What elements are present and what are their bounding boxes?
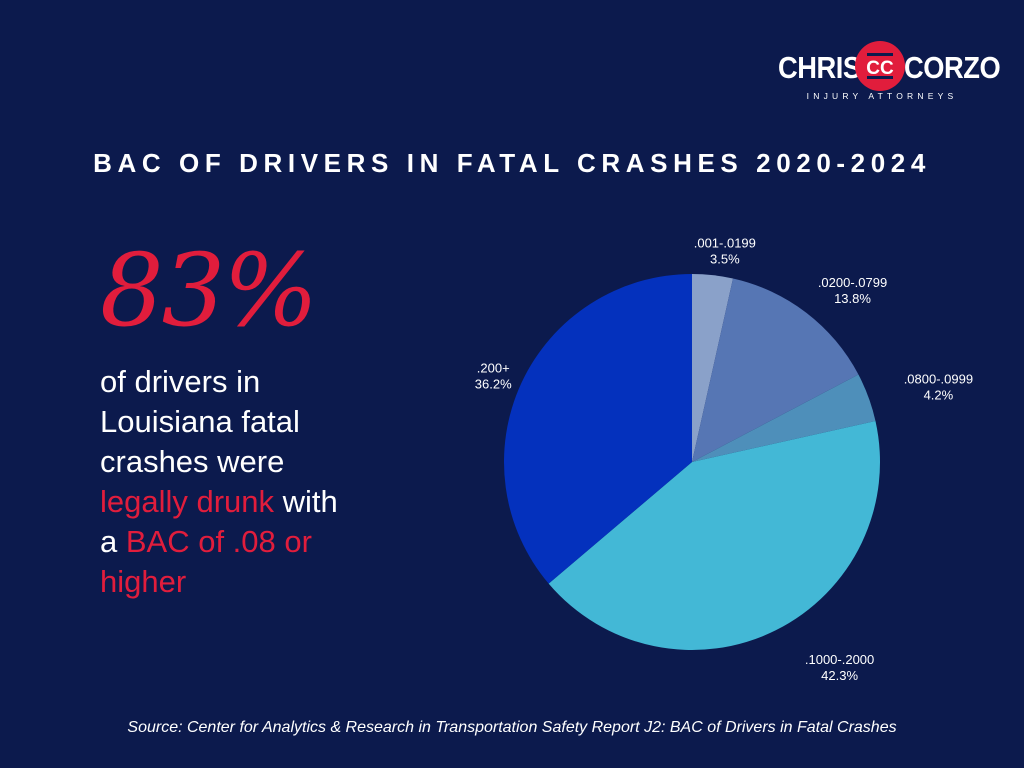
logo-tagline: INJURY ATTORNEYS: [806, 91, 958, 101]
headline-statement: of drivers in Louisiana fatal crashes we…: [100, 362, 360, 602]
logo-monogram-seal: CC: [855, 41, 905, 91]
chart-title: BAC OF DRIVERS IN FATAL CRASHES 2020-202…: [93, 148, 931, 178]
pie-slice-5: [504, 274, 692, 584]
pie-slice-1: [692, 274, 734, 462]
pie-slice-4: [548, 420, 880, 650]
headline-mid: with a: [100, 484, 338, 559]
logo-word-left: CHRIS: [778, 50, 861, 85]
pie-slice-2: [692, 278, 859, 462]
pie-slice-3: [692, 374, 876, 462]
headline-lead: of drivers in Louisiana fatal crashes we…: [100, 364, 300, 479]
slice-value-label: 13.8%: [834, 291, 871, 306]
logo-word-right: CORZO: [904, 50, 1001, 85]
slice-value-label: 36.2%: [475, 377, 512, 392]
brand-logo: CHRIS CC CORZO INJURY ATTORNEYS: [772, 40, 1001, 104]
slice-category-label: .001-.0199: [694, 235, 756, 250]
slice-value-label: 42.3%: [821, 668, 858, 683]
slice-category-label: .200+: [477, 361, 510, 376]
headline-highlight-drunk: legally drunk: [100, 484, 275, 519]
slice-category-label: .1000-.2000: [805, 652, 874, 667]
slice-value-label: 4.2%: [924, 387, 954, 402]
headline-percent: 83%: [100, 232, 318, 349]
slice-value-label: 3.5%: [710, 251, 740, 266]
slice-category-label: .0200-.0799: [818, 275, 887, 290]
source-citation: Source: Center for Analytics & Research …: [127, 719, 897, 736]
logo-monogram-text: CC: [866, 58, 894, 79]
slice-category-label: .0800-.0999: [904, 371, 973, 386]
headline-highlight-bac: BAC of .08 or higher: [100, 524, 312, 599]
